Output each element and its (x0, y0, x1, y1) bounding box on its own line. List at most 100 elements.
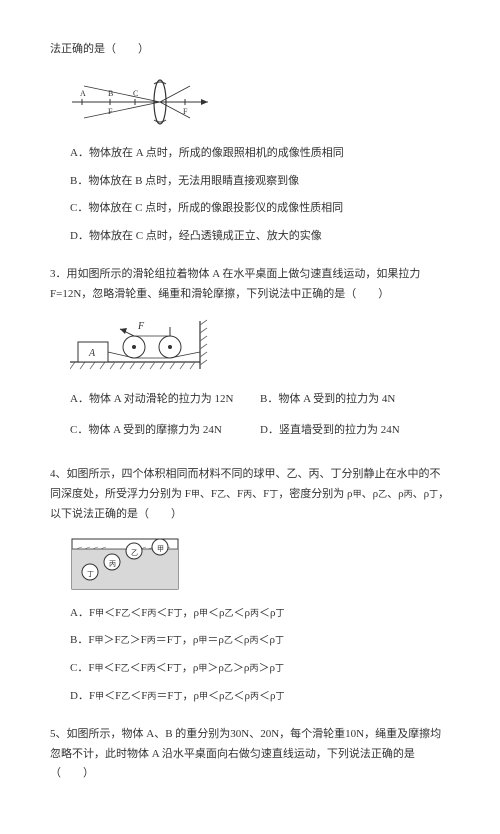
text: A．物体放在 A 点时，所成的像跟照相机的成像性质相同 (70, 147, 344, 159)
svg-text:B: B (108, 89, 113, 98)
t: D．F (70, 690, 95, 702)
s: 丁 (173, 691, 182, 701)
q4-option-b: B．F甲＞F乙＞F丙＝F丁，ρ甲＝ρ乙＜ρ丙＜ρ丁 (70, 631, 450, 651)
text: C．物体 A 受到的摩擦力为 24N (70, 424, 222, 436)
t: ＝F (156, 690, 173, 702)
t: ，ρ (183, 607, 200, 619)
t: ＜ρ (234, 607, 251, 619)
t: ＜F (104, 690, 121, 702)
t: ＜F (130, 690, 147, 702)
text: D．物体放在 C 点时，经凸透镜成正立、放大的实像 (70, 230, 322, 242)
s: 甲 (95, 691, 104, 701)
t: ＜F (104, 607, 121, 619)
s: 乙 (225, 691, 234, 701)
q3-diagram: A F (70, 317, 450, 372)
t: ＞ρ (233, 662, 250, 674)
t: C．F (70, 662, 94, 674)
sub: 乙 (217, 489, 226, 499)
s: 丁 (276, 691, 285, 701)
s: 丁 (275, 635, 284, 645)
s: 乙 (224, 663, 233, 673)
t: ＞ρ (258, 662, 275, 674)
s: 乙 (121, 635, 130, 645)
t: ＜ρ (234, 690, 251, 702)
t: A．F (70, 607, 95, 619)
text: C．物体放在 C 点时，所成的像跟投影仪的成像性质相同 (70, 202, 343, 214)
t: ＜ρ (208, 690, 225, 702)
svg-text:丁: 丁 (87, 570, 94, 578)
t: ＜ρ (208, 607, 225, 619)
t: ＞F (130, 634, 147, 646)
svg-text:C: C (133, 89, 138, 98)
s: 乙 (225, 608, 234, 618)
svg-text:A: A (80, 89, 86, 98)
q3-stem: 3．用如图所示的滑轮组拉着物体 A 在水平桌面上做匀速直线运动，如果拉力 F=1… (50, 265, 450, 305)
s: 丁 (173, 608, 182, 618)
q2-option-d: D．物体放在 C 点时，经凸透镜成正立、放大的实像 (70, 227, 450, 247)
t: ＜F (156, 607, 173, 619)
text: ，密度分别为 ρ (278, 488, 352, 500)
s: 丙 (147, 608, 156, 618)
q2-stem-continued: 法正确的是（ ） (50, 40, 450, 60)
s: 丙 (147, 635, 156, 645)
sub: 丁 (269, 489, 278, 499)
q4-option-d: D．F甲＜F乙＜F丙＝F丁，ρ甲＜ρ乙＜ρ丙＜ρ丁 (70, 687, 450, 707)
q4-options: A．F甲＜F乙＜F丙＜F丁，ρ甲＜ρ乙＜ρ丙＜ρ丁 B．F甲＞F乙＞F丙＝F丁，… (70, 604, 450, 707)
sub: 丁 (429, 489, 438, 499)
q2-options: A．物体放在 A 点时，所成的像跟照相机的成像性质相同 B．物体放在 B 点时，… (70, 144, 450, 247)
text: 法正确的是（ ） (50, 43, 149, 55)
q2-option-c: C．物体放在 C 点时，所成的像跟投影仪的成像性质相同 (70, 199, 450, 219)
t: ＜F (130, 662, 147, 674)
s: 乙 (121, 608, 130, 618)
sub: 乙 (378, 489, 387, 499)
t: ＝F (156, 634, 173, 646)
sub: 甲 (191, 489, 200, 499)
q3-options: A．物体 A 对动滑轮的拉力为 12N B．物体 A 受到的拉力为 4N C．物… (70, 384, 450, 448)
q4-diagram: 丁 丙 乙 甲 (70, 537, 450, 592)
s: 丙 (147, 691, 156, 701)
sub: 丙 (404, 489, 413, 499)
t: ，ρ (182, 634, 199, 646)
t: ＜F (156, 662, 173, 674)
t: ＜ρ (259, 690, 276, 702)
s: 丁 (173, 635, 182, 645)
q5-stem: 5、如图所示，物体 A、B 的重分别为30N、20N，每个滑轮重10N，绳重及摩… (50, 725, 450, 784)
s: 甲 (95, 608, 104, 618)
t: ＜ρ (233, 634, 250, 646)
q2-option-b: B．物体放在 B 点时，无法用眼睛直接观察到像 (70, 172, 450, 192)
t: ＜F (130, 607, 147, 619)
q3-option-d: D．竖直墙受到的拉力为 24N (260, 421, 450, 441)
text: 3．用如图所示的滑轮组拉着物体 A 在水平桌面上做匀速直线运动，如果拉力 F=1… (50, 268, 420, 300)
q3-option-b: B．物体 A 受到的拉力为 4N (260, 390, 450, 410)
text: B．物体 A 受到的拉力为 4N (260, 393, 395, 405)
q4-option-c: C．F甲＜F乙＜F丙＜F丁，ρ甲＞ρ乙＞ρ丙＞ρ丁 (70, 659, 450, 679)
q4-option-a: A．F甲＜F乙＜F丙＜F丁，ρ甲＜ρ乙＜ρ丙＜ρ丁 (70, 604, 450, 624)
text: 5、如图所示，物体 A、B 的重分别为30N、20N，每个滑轮重10N，绳重及摩… (50, 728, 441, 780)
s: 丙 (250, 608, 259, 618)
text: A．物体 A 对动滑轮的拉力为 12N (70, 393, 233, 405)
sub: 甲 (353, 489, 362, 499)
svg-text:甲: 甲 (157, 545, 164, 553)
s: 丁 (275, 663, 284, 673)
s: 乙 (121, 691, 130, 701)
t: ＞F (103, 634, 120, 646)
text: B．物体放在 B 点时，无法用眼睛直接观察到像 (70, 175, 299, 187)
q2-diagram: A B C F F (70, 72, 450, 132)
t: ＞ρ (207, 662, 224, 674)
svg-text:A: A (88, 348, 96, 359)
s: 丙 (147, 663, 156, 673)
s: 乙 (121, 663, 130, 673)
sub: 丙 (243, 489, 252, 499)
s: 丙 (250, 691, 259, 701)
s: 甲 (199, 608, 208, 618)
t: ＜ρ (258, 634, 275, 646)
svg-text:丙: 丙 (109, 560, 116, 568)
q2-option-a: A．物体放在 A 点时，所成的像跟照相机的成像性质相同 (70, 144, 450, 164)
t: ＜F (103, 662, 120, 674)
t: ，ρ (182, 662, 199, 674)
t: ＝ρ (207, 634, 224, 646)
t: ，ρ (183, 690, 200, 702)
t: ＜ρ (259, 607, 276, 619)
q3-option-a: A．物体 A 对动滑轮的拉力为 12N (70, 390, 260, 410)
s: 甲 (199, 691, 208, 701)
